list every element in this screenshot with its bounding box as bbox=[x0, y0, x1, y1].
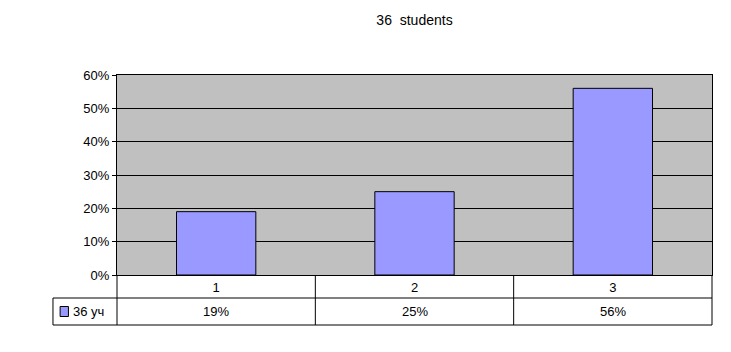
svg-text:20%: 20% bbox=[83, 201, 109, 216]
svg-text:36 уч: 36 уч bbox=[73, 304, 104, 319]
svg-text:36 students: 36 students bbox=[376, 12, 452, 28]
svg-text:30%: 30% bbox=[83, 168, 109, 183]
svg-text:40%: 40% bbox=[83, 134, 109, 149]
svg-text:25%: 25% bbox=[402, 304, 428, 319]
svg-text:19%: 19% bbox=[203, 304, 229, 319]
svg-text:1: 1 bbox=[213, 280, 220, 295]
svg-text:2: 2 bbox=[411, 280, 418, 295]
svg-text:56%: 56% bbox=[600, 304, 626, 319]
svg-text:10%: 10% bbox=[83, 234, 109, 249]
svg-text:0%: 0% bbox=[91, 268, 110, 283]
svg-text:60%: 60% bbox=[83, 68, 109, 83]
svg-text:50%: 50% bbox=[83, 101, 109, 116]
svg-text:3: 3 bbox=[609, 280, 616, 295]
